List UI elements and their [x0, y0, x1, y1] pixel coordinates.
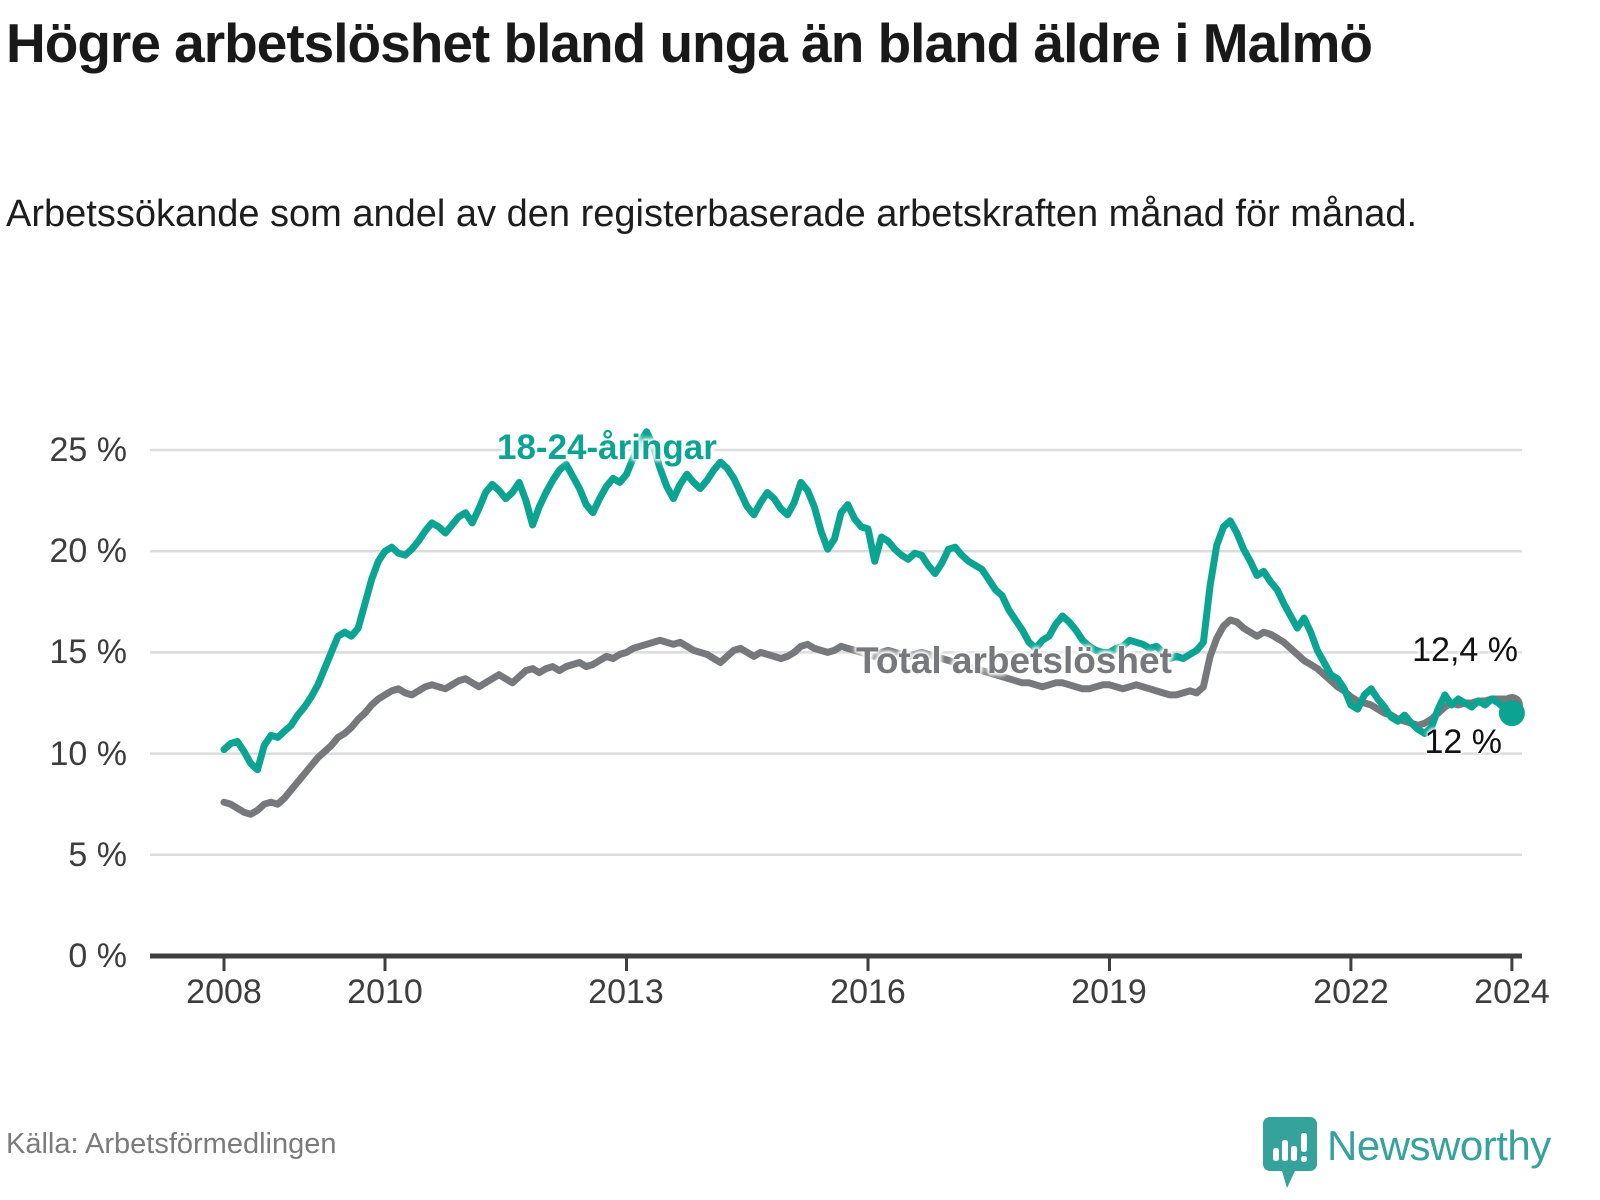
y-axis-label: 15 % — [49, 633, 128, 671]
newsworthy-logo-text: Newsworthy — [1327, 1122, 1551, 1169]
end-value-label-young: 12 % — [1424, 723, 1503, 761]
series-line-total — [220, 616, 1516, 818]
page-title: Högre arbetslöshet bland unga än bland ä… — [6, 12, 1373, 74]
y-axis-label: 25 % — [49, 431, 128, 469]
x-axis-label: 2013 — [588, 973, 664, 1011]
series-label-young: 18-24-åringar — [497, 428, 717, 467]
y-axis-label: 10 % — [49, 735, 128, 773]
x-axis-label: 2008 — [186, 973, 262, 1011]
x-axis-label: 2022 — [1313, 973, 1389, 1011]
x-axis-label: 2016 — [830, 973, 906, 1011]
series-end-dot-young — [1498, 700, 1525, 727]
y-axis-label: 0 % — [68, 937, 127, 975]
end-value-label-total: 12,4 % — [1412, 631, 1518, 669]
series-label-total: Total arbetslöshet — [856, 640, 1172, 681]
chart-subtitle: Arbetssökande som andel av den registerb… — [6, 193, 1418, 235]
y-axis-label: 20 % — [49, 532, 128, 570]
x-axis-label: 2010 — [347, 973, 423, 1011]
newsworthy-logo-icon — [1263, 1117, 1317, 1188]
x-axis-label: 2024 — [1474, 973, 1550, 1011]
y-axis-label: 5 % — [68, 836, 127, 874]
series-line-young — [220, 428, 1516, 774]
x-axis-label: 2019 — [1071, 973, 1147, 1011]
source-note: Källa: Arbetsförmedlingen — [6, 1128, 337, 1160]
